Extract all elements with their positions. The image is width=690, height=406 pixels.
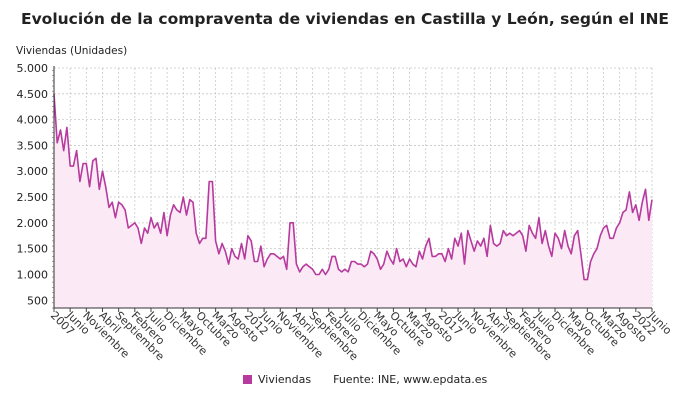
y-axis-label: Viviendas (Unidades)	[16, 45, 128, 57]
y-tick-label: 1.000	[17, 268, 49, 281]
legend-swatch	[243, 375, 252, 384]
series-line-viviendas	[53, 93, 653, 281]
source-note: Fuente: INE, www.epdata.es	[333, 373, 488, 386]
y-tick-label: 2.000	[17, 217, 49, 230]
y-tick-label: 4.500	[17, 88, 49, 101]
series-area-viviendas	[54, 93, 652, 308]
legend-label: Viviendas	[258, 373, 312, 386]
legend: Viviendas Fuente: INE, www.epdata.es	[243, 373, 487, 386]
y-tick-label: 3.000	[17, 165, 49, 178]
y-tick-label: 3.500	[17, 139, 49, 152]
y-tick-label: 5.000	[17, 62, 49, 75]
y-tick-label: 4.000	[17, 114, 49, 127]
y-tick-label: 500	[27, 294, 48, 307]
chart-title: Evolución de la compraventa de viviendas…	[20, 10, 670, 28]
y-tick-label: 1.500	[17, 243, 49, 256]
y-tick-label: 2.500	[17, 191, 49, 204]
